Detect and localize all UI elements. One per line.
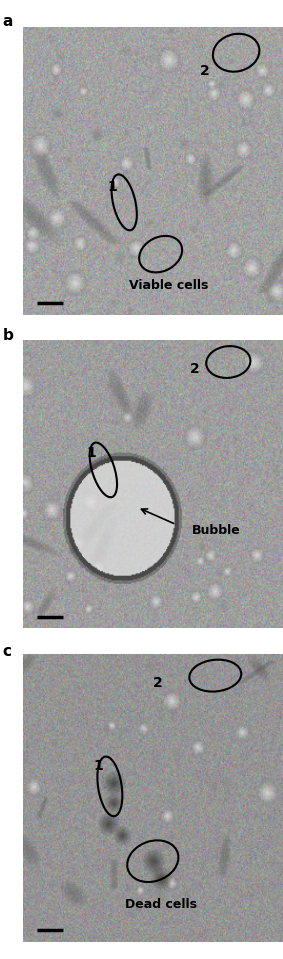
Text: 1: 1 xyxy=(93,760,103,773)
Text: Viable cells: Viable cells xyxy=(129,279,208,292)
Text: Bubble: Bubble xyxy=(192,524,241,537)
Text: b: b xyxy=(3,328,14,343)
Text: Dead cells: Dead cells xyxy=(125,898,197,911)
Text: 1: 1 xyxy=(87,446,97,459)
Text: 2: 2 xyxy=(190,363,199,376)
Text: 2: 2 xyxy=(153,676,163,690)
Text: c: c xyxy=(3,644,12,660)
Text: 1: 1 xyxy=(108,179,117,194)
Text: 2: 2 xyxy=(200,64,210,79)
Text: a: a xyxy=(3,14,13,30)
